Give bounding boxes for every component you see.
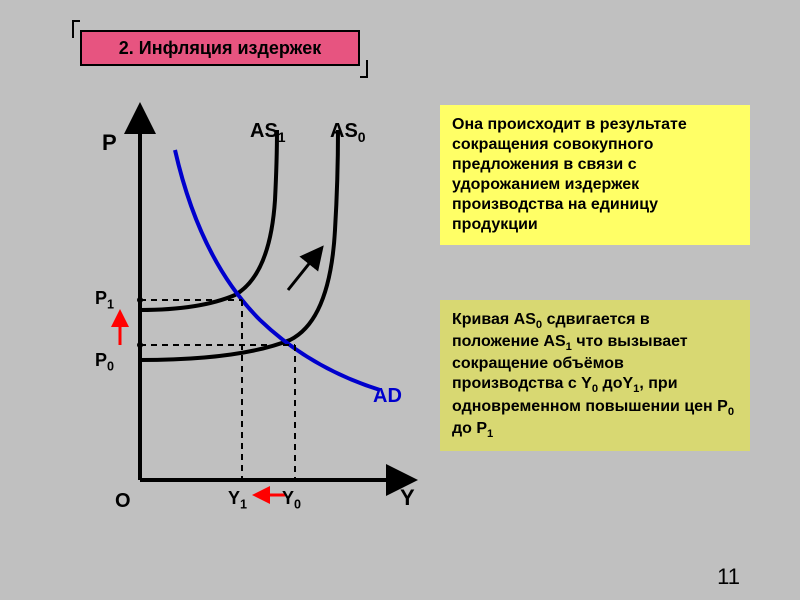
tick-p0-dot — [137, 342, 143, 348]
ad-label: AD — [373, 385, 402, 408]
shift-arrow — [288, 250, 320, 290]
info-box-1-text: Она происходит в результате сокращения с… — [452, 116, 687, 233]
as-ad-chart: P Y O AS1 AS0 AD P1 P0 Y1 Y0 — [80, 100, 430, 520]
banner-hanger-left — [72, 20, 80, 38]
as1-curve — [140, 130, 277, 310]
p0-label: P0 — [95, 350, 114, 374]
y-axis-label: P — [102, 130, 117, 156]
tick-p1-dot — [137, 297, 143, 303]
origin-label: O — [115, 490, 131, 513]
as1-label: AS1 — [250, 120, 286, 145]
banner-hanger-right — [360, 60, 368, 78]
title-text: 2. Инфляция издержек — [119, 38, 321, 59]
info-box-1: Она происходит в результате сокращения с… — [440, 105, 750, 245]
x-axis-label: Y — [400, 485, 415, 511]
slide: 2. Инфляция издержек — [0, 0, 800, 600]
y0-label: Y0 — [282, 488, 301, 512]
as0-label: AS0 — [330, 120, 366, 145]
y1-label: Y1 — [228, 488, 247, 512]
chart-svg — [80, 100, 430, 520]
page-number: 11 — [717, 564, 740, 590]
info-box-2: Кривая AS0 сдвигается в положение AS1 чт… — [440, 300, 750, 451]
title-banner: 2. Инфляция издержек — [80, 30, 360, 66]
info-box-2-text: Кривая AS0 сдвигается в положение AS1 чт… — [452, 311, 734, 437]
as0-curve — [140, 130, 338, 360]
p1-label: P1 — [95, 288, 114, 312]
